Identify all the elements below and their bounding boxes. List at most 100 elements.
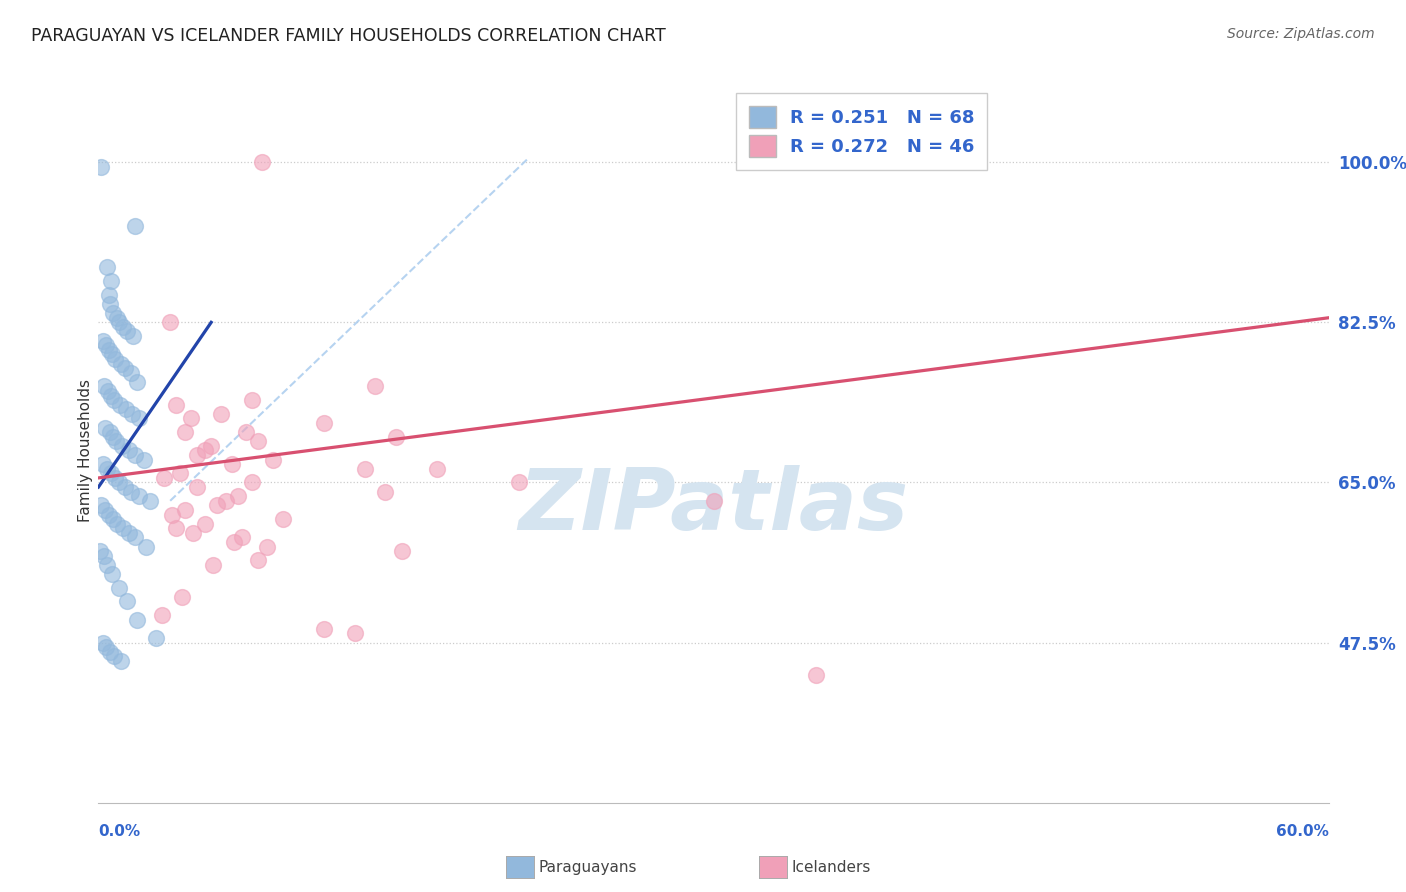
- Text: 0.0%: 0.0%: [98, 824, 141, 838]
- Point: [703, 493, 725, 508]
- Point: [312, 622, 335, 636]
- Point: [128, 411, 150, 425]
- Point: [231, 530, 253, 544]
- Point: [138, 493, 160, 508]
- Point: [108, 398, 131, 412]
- Point: [186, 480, 208, 494]
- Y-axis label: Family Households: Family Households: [77, 379, 93, 522]
- Point: [90, 160, 112, 174]
- Point: [426, 462, 449, 476]
- Point: [247, 434, 270, 449]
- Point: [114, 480, 136, 494]
- Point: [97, 288, 120, 302]
- Point: [120, 484, 142, 499]
- Point: [214, 493, 236, 508]
- Point: [173, 425, 195, 439]
- Point: [384, 430, 406, 444]
- Point: [98, 425, 121, 439]
- Point: [271, 512, 294, 526]
- Point: [150, 608, 173, 623]
- Point: [211, 407, 233, 421]
- Point: [172, 590, 194, 604]
- Point: [112, 521, 135, 535]
- Point: [110, 357, 132, 371]
- Point: [127, 613, 149, 627]
- Point: [96, 462, 118, 476]
- Point: [186, 448, 208, 462]
- Point: [89, 544, 111, 558]
- Point: [374, 484, 396, 499]
- Text: Source: ZipAtlas.com: Source: ZipAtlas.com: [1227, 27, 1375, 41]
- Text: ZIPatlas: ZIPatlas: [519, 466, 908, 549]
- Text: PARAGUAYAN VS ICELANDER FAMILY HOUSEHOLDS CORRELATION CHART: PARAGUAYAN VS ICELANDER FAMILY HOUSEHOLD…: [31, 27, 665, 45]
- Point: [104, 434, 127, 449]
- Point: [121, 407, 143, 421]
- Text: 60.0%: 60.0%: [1275, 824, 1329, 838]
- Point: [124, 219, 146, 234]
- Point: [101, 512, 124, 526]
- Point: [103, 393, 125, 408]
- Point: [202, 558, 225, 572]
- Point: [132, 452, 155, 467]
- Point: [252, 155, 274, 169]
- Point: [247, 553, 270, 567]
- Point: [112, 319, 135, 334]
- Point: [124, 530, 146, 544]
- Point: [159, 315, 181, 329]
- Point: [97, 384, 120, 398]
- Point: [111, 439, 134, 453]
- Point: [508, 475, 530, 490]
- Point: [194, 443, 217, 458]
- Point: [100, 567, 122, 582]
- Point: [91, 334, 114, 348]
- Point: [169, 467, 191, 481]
- Point: [108, 475, 131, 490]
- Point: [110, 654, 132, 668]
- Point: [120, 366, 142, 380]
- Point: [207, 499, 229, 513]
- Point: [108, 581, 131, 595]
- Point: [96, 558, 118, 572]
- Point: [96, 260, 118, 275]
- Point: [91, 635, 114, 649]
- Point: [312, 416, 335, 430]
- Point: [221, 457, 243, 471]
- Point: [93, 549, 115, 563]
- Point: [90, 499, 112, 513]
- Point: [115, 325, 138, 339]
- Point: [97, 508, 120, 522]
- Point: [200, 439, 222, 453]
- Point: [240, 393, 263, 408]
- Point: [93, 420, 115, 434]
- Point: [165, 398, 187, 412]
- Point: [240, 475, 263, 490]
- Point: [235, 425, 257, 439]
- Point: [162, 508, 183, 522]
- Point: [128, 489, 150, 503]
- Point: [103, 649, 125, 664]
- Point: [222, 535, 245, 549]
- Point: [101, 306, 124, 320]
- Point: [100, 467, 122, 481]
- Point: [122, 329, 145, 343]
- Point: [256, 540, 278, 554]
- Point: [98, 645, 121, 659]
- Point: [180, 411, 202, 425]
- Point: [100, 388, 122, 402]
- Point: [104, 351, 127, 366]
- Point: [173, 503, 195, 517]
- Point: [93, 379, 115, 393]
- Point: [115, 594, 138, 608]
- Point: [93, 503, 115, 517]
- Point: [118, 443, 141, 458]
- Point: [343, 626, 366, 640]
- Point: [145, 631, 167, 645]
- Point: [114, 361, 136, 376]
- Point: [226, 489, 249, 503]
- Point: [181, 525, 204, 540]
- Point: [105, 516, 128, 531]
- Point: [391, 544, 413, 558]
- Point: [804, 667, 827, 681]
- Point: [364, 379, 387, 393]
- Point: [100, 347, 122, 361]
